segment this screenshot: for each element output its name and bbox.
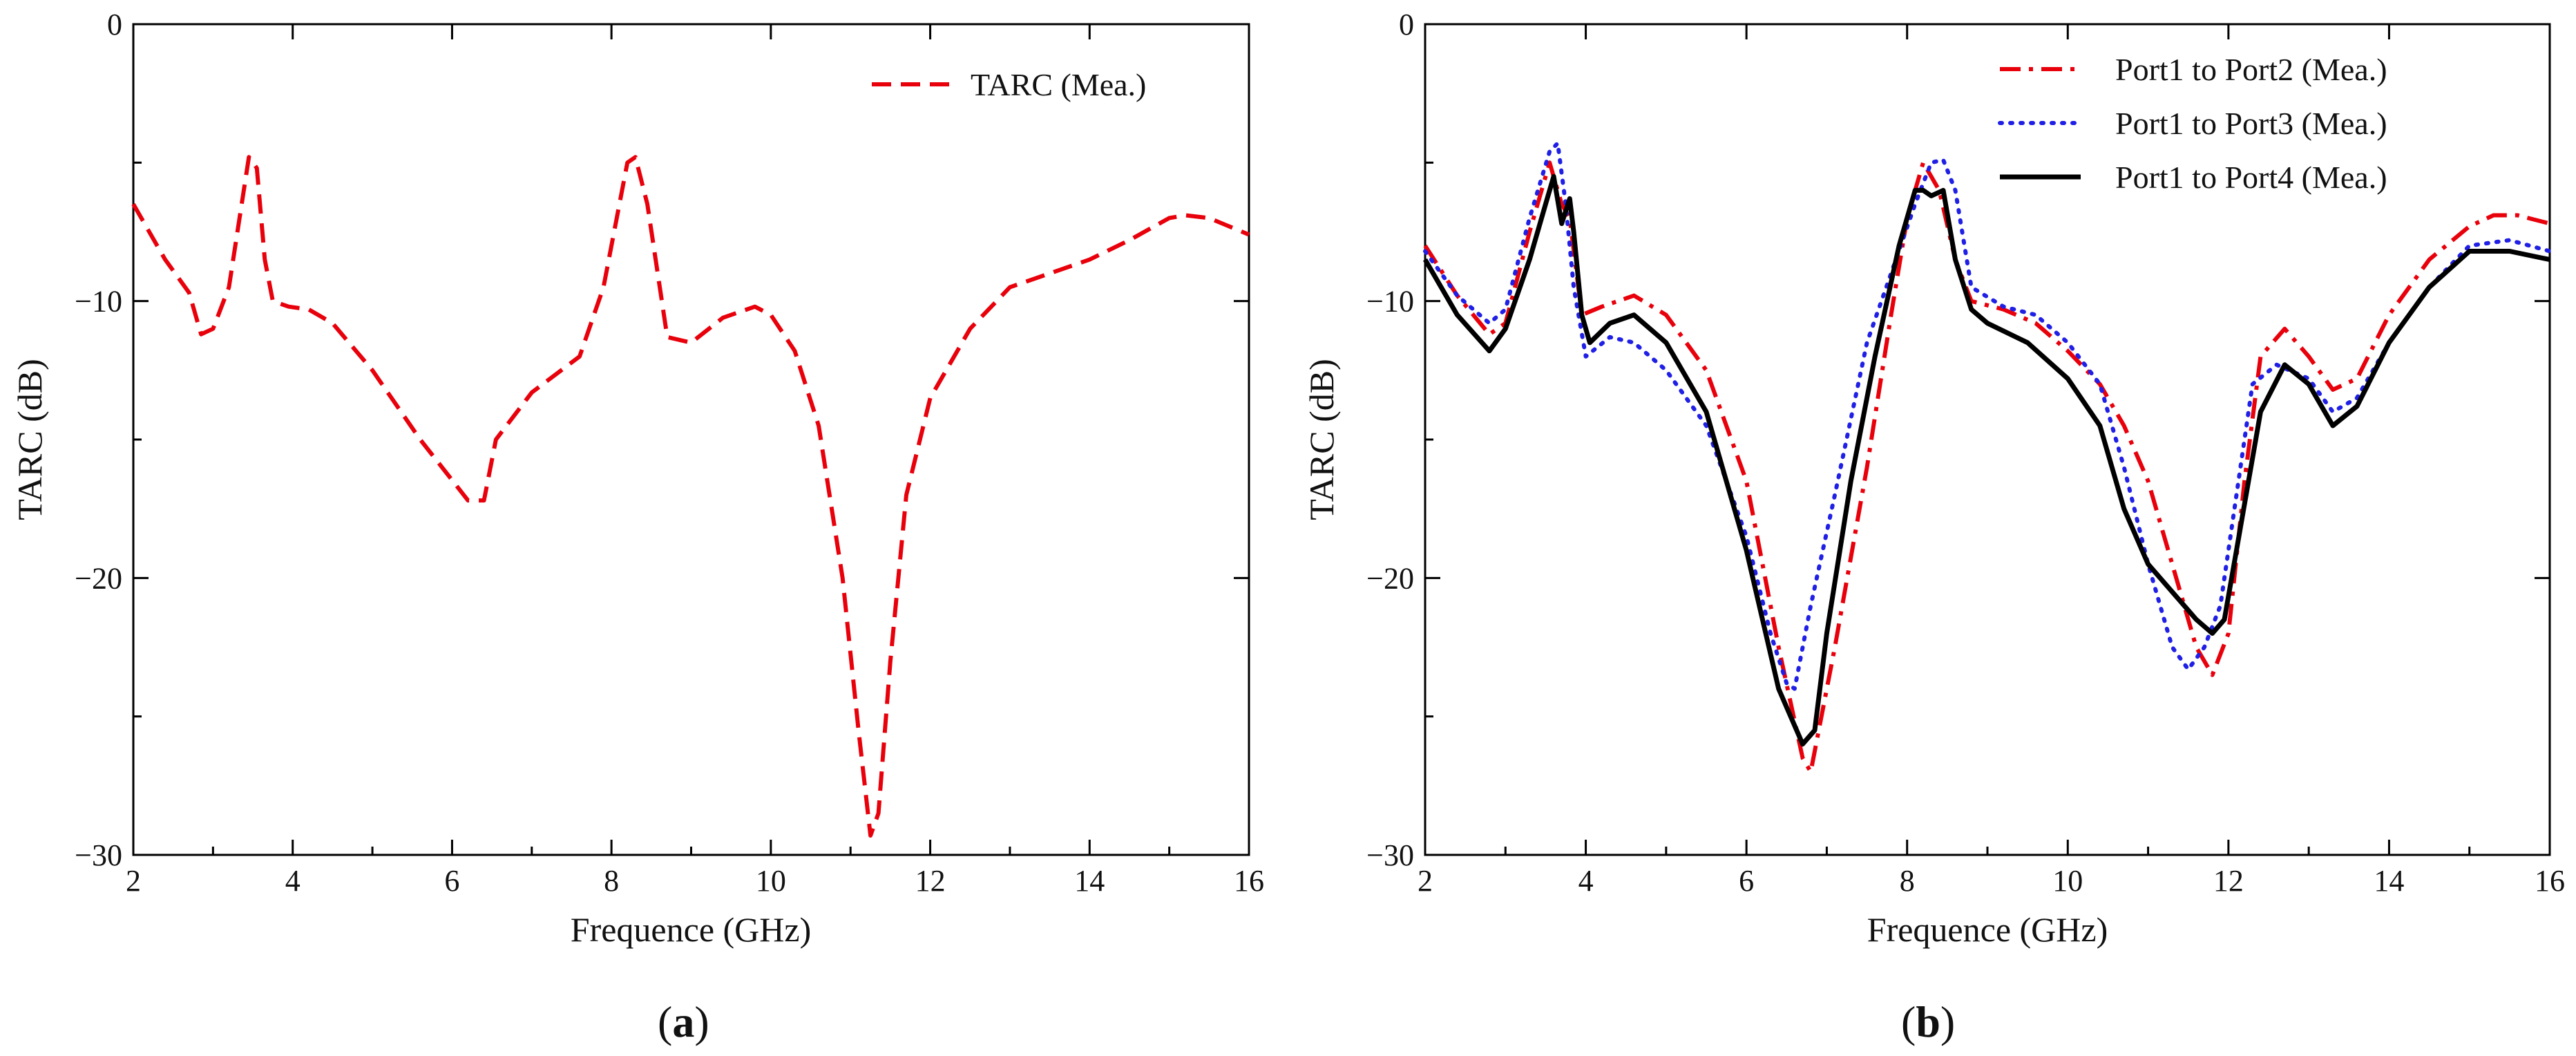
x-axis-title-a: Frequence (GHz) (571, 910, 811, 949)
x-tick-label: 10 (756, 864, 786, 898)
series-line-port4 (1422, 173, 2550, 747)
x-tick-label: 8 (1900, 864, 1915, 898)
y-tick-label: −20 (1366, 561, 1414, 595)
series-a (131, 155, 1250, 838)
x-tick-label: 6 (1739, 864, 1754, 898)
chart-panel-b: 2 4 6 8 10 12 14 16 0 −10 −20 −30 Port1 to Port2 (M… (1302, 8, 2565, 1046)
y-tick-label: −10 (75, 285, 122, 319)
y-axis-title-a: TARC (dB) (10, 359, 49, 520)
x-tick-label: 8 (604, 864, 619, 898)
series-line-port2 (1423, 160, 2550, 774)
legend-label-port3: Port1 to Port3 (Mea.) (2115, 106, 2387, 141)
x-tick-label: 12 (915, 864, 946, 898)
y-axis-title-b: TARC (dB) (1302, 359, 1341, 520)
x-tick-label: 14 (2374, 864, 2404, 898)
y-tick-label: −20 (75, 561, 122, 595)
x-tick-label: 4 (285, 864, 300, 898)
panel-label-a: (a) (658, 997, 709, 1046)
y-tick-label: −10 (1366, 285, 1414, 319)
plot-area-frame (1424, 23, 2551, 856)
x-tick-label: 10 (2052, 864, 2083, 898)
y-tick-label: 0 (1399, 8, 1414, 41)
series-line-tarc (131, 155, 1250, 838)
x-tick-label: 4 (1578, 864, 1594, 898)
plot-area-frame (132, 23, 1250, 856)
chart-panel-a: 2 4 6 8 10 12 14 16 0 −10 −20 −30 TARC (Mea.) Frequ… (10, 8, 1264, 1046)
y-tick-label: −30 (1366, 838, 1414, 872)
x-axis-title-b: Frequence (GHz) (1867, 910, 2108, 949)
x-tick-label: 6 (444, 864, 459, 898)
ticks-b: 2 4 6 8 10 12 14 16 0 −10 −20 −30 (1366, 8, 2565, 898)
x-tick-label: 12 (2213, 864, 2244, 898)
legend-label-port2: Port1 to Port2 (Mea.) (2115, 52, 2387, 87)
x-tick-label: 2 (126, 864, 141, 898)
y-tick-label: −30 (75, 838, 122, 872)
series-b (1422, 141, 2552, 774)
x-tick-label: 2 (1418, 864, 1433, 898)
legend-b: Port1 to Port2 (Mea.) Port1 to Port3 (Me… (1998, 52, 2387, 195)
x-tick-label: 16 (1234, 864, 1264, 898)
legend-label-tarc: TARC (Mea.) (971, 67, 1146, 102)
x-tick-label: 14 (1074, 864, 1105, 898)
legend-a: TARC (Mea.) (872, 67, 1146, 102)
legend-label-port4: Port1 to Port4 (Mea.) (2115, 160, 2387, 195)
series-line-port3 (1423, 141, 2552, 691)
ticks-a: 2 4 6 8 10 12 14 16 0 −10 −20 −30 (75, 8, 1264, 898)
y-tick-label: 0 (107, 8, 122, 41)
x-tick-label: 16 (2535, 864, 2565, 898)
panel-label-b: (b) (1901, 997, 1955, 1046)
